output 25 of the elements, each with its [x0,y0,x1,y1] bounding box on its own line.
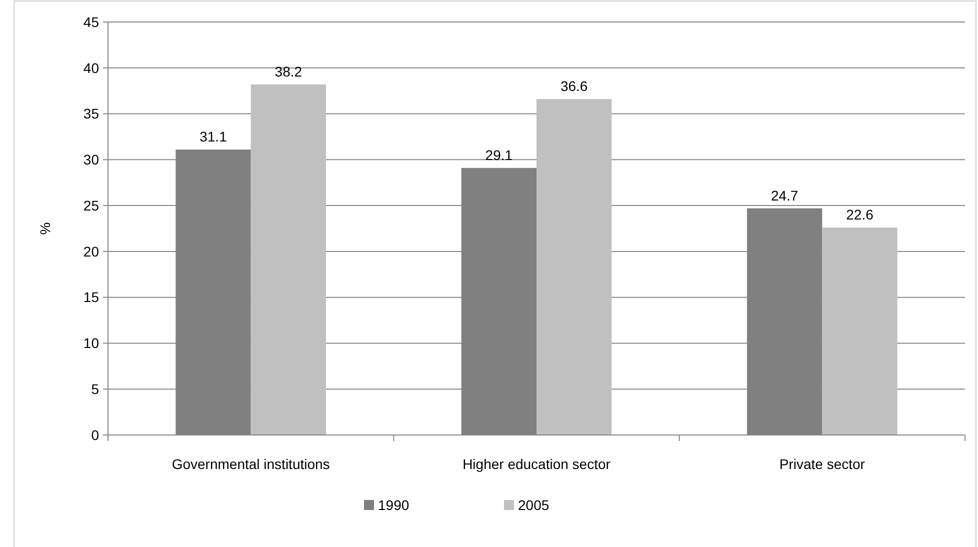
data-label: 31.1 [200,128,228,145]
x-tick-label: Governmental institutions [172,456,330,472]
x-tick-label: Higher education sector [462,456,611,472]
y-tick-label: 25 [83,197,100,214]
y-axis-title: % [37,222,53,235]
y-tick-label: 15 [83,289,100,306]
legend-label: 2005 [518,496,550,513]
y-tick-label: 20 [83,243,100,260]
x-tick-label: Private sector [779,456,866,472]
legend-label: 1990 [378,496,410,513]
y-tick-label: 40 [83,60,100,76]
data-label: 29.1 [485,146,513,163]
data-label: 22.6 [846,206,874,223]
y-tick-label: 10 [83,335,100,352]
y-tick-label: 30 [83,152,100,168]
bar [536,99,612,435]
bar [250,84,326,435]
y-tick-label: 0 [91,426,100,443]
bar [822,228,898,435]
y-tick-label: 35 [83,106,100,122]
y-tick-label: 5 [91,381,100,398]
data-label: 36.6 [560,78,588,94]
data-label: 38.2 [274,63,302,80]
data-label: 24.7 [770,187,798,204]
y-tick-label: 45 [83,14,100,30]
